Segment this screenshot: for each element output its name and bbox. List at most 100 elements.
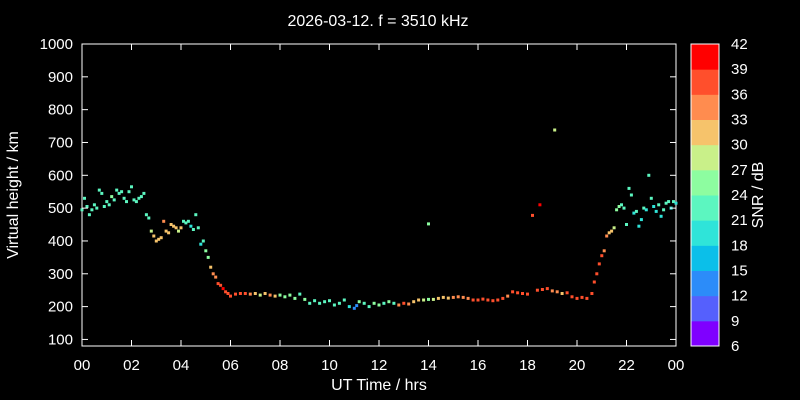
data-point — [177, 229, 180, 233]
data-point — [531, 213, 534, 217]
data-point — [607, 231, 611, 235]
colorbar-tick-label: 24 — [731, 187, 748, 204]
data-point — [392, 301, 396, 305]
x-tick-label: 14 — [420, 357, 437, 374]
data-point — [169, 223, 173, 226]
data-point — [654, 209, 658, 213]
x-tick-label: 06 — [222, 357, 239, 374]
y-tick-label: 400 — [48, 233, 73, 250]
data-point — [481, 297, 485, 301]
data-point — [610, 229, 614, 233]
data-point — [565, 291, 569, 295]
data-point — [632, 211, 636, 215]
data-point — [407, 302, 411, 306]
data-point — [201, 239, 205, 243]
data-point — [313, 299, 317, 303]
data-point — [102, 205, 106, 208]
data-point — [629, 193, 633, 197]
data-point — [105, 200, 109, 204]
y-tick-label: 700 — [48, 134, 73, 151]
data-point — [446, 296, 450, 300]
data-point — [125, 200, 128, 204]
data-point — [337, 301, 341, 305]
data-point — [637, 224, 641, 228]
data-point — [617, 205, 621, 208]
colorbar-segment — [691, 320, 719, 347]
data-point — [471, 298, 475, 302]
data-point — [323, 300, 327, 304]
data-point — [112, 198, 116, 202]
y-tick-label: 300 — [48, 266, 73, 283]
data-point — [402, 301, 406, 305]
data-point — [347, 305, 351, 309]
data-point — [328, 299, 331, 303]
data-point — [538, 203, 542, 207]
data-point — [157, 237, 161, 241]
colorbar: 6 9 12 15 18 21 24 27 30 33 36 39 42 — [690, 36, 748, 355]
data-point — [377, 303, 381, 307]
data-point — [664, 201, 668, 205]
data-point — [516, 291, 520, 295]
data-point — [575, 296, 579, 300]
colorbar-tick-label: 6 — [731, 338, 739, 355]
x-tick-label: 08 — [272, 357, 289, 374]
data-point — [662, 208, 666, 212]
colorbar-segment — [691, 119, 719, 146]
data-point — [553, 128, 557, 132]
y-tick-label: 100 — [48, 331, 73, 348]
colorbar-segment — [691, 245, 719, 271]
data-point — [620, 203, 623, 207]
data-point — [387, 300, 391, 304]
x-tick-label: 20 — [569, 357, 586, 374]
data-point — [263, 292, 267, 295]
data-point — [196, 226, 200, 230]
data-point — [214, 275, 218, 279]
data-point — [367, 305, 371, 309]
data-point — [117, 191, 121, 195]
data-point — [652, 205, 656, 208]
data-point — [639, 218, 643, 222]
data-point — [283, 295, 287, 299]
data-point — [580, 295, 584, 299]
colorbar-segment — [691, 195, 719, 221]
x-tick-label: 00 — [668, 357, 685, 374]
data-point — [164, 229, 168, 233]
colorbar-segment — [691, 220, 719, 246]
data-point — [182, 219, 185, 223]
data-point — [451, 295, 455, 299]
data-point — [209, 265, 213, 269]
colorbar-tick-label: 18 — [731, 237, 748, 254]
data-point — [595, 272, 599, 276]
data-point — [362, 301, 366, 305]
data-point — [273, 294, 277, 298]
data-point — [602, 249, 606, 253]
colorbar-tick-label: 36 — [731, 86, 748, 103]
data-point — [372, 301, 376, 305]
colorbar-segment — [691, 270, 719, 297]
data-point — [194, 213, 198, 217]
data-point — [674, 201, 678, 205]
data-point — [206, 255, 210, 259]
data-point — [461, 295, 465, 299]
data-point — [625, 223, 628, 226]
data-point — [211, 272, 215, 276]
data-point — [431, 297, 435, 301]
colorbar-frame — [690, 43, 720, 347]
data-point — [186, 219, 190, 223]
y-tick-label: 200 — [48, 299, 73, 316]
data-point — [615, 208, 619, 212]
data-point — [526, 292, 529, 296]
data-point — [234, 292, 237, 296]
data-point — [134, 200, 138, 204]
colorbar-tick-label: 9 — [731, 313, 739, 330]
data-point — [634, 209, 638, 213]
data-point — [466, 296, 470, 300]
x-tick-label: 00 — [74, 357, 91, 374]
data-point — [85, 205, 89, 208]
data-point — [127, 190, 131, 194]
data-point — [174, 226, 178, 230]
data-point — [278, 293, 282, 297]
data-point — [382, 301, 386, 305]
data-point — [191, 228, 195, 231]
